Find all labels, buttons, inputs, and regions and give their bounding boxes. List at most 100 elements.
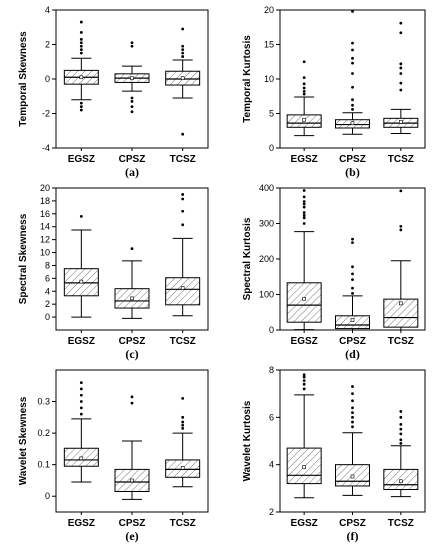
outlier-point bbox=[302, 222, 306, 225]
outlier-point bbox=[351, 241, 354, 245]
outlier-point bbox=[181, 193, 185, 196]
outlier-point bbox=[351, 286, 354, 290]
y-tick-label: 20 bbox=[40, 183, 50, 193]
mean-marker bbox=[350, 121, 355, 125]
outlier-point bbox=[399, 410, 403, 413]
outlier-point bbox=[79, 31, 83, 34]
box-tcsz bbox=[165, 27, 201, 136]
outlier-point bbox=[302, 189, 306, 192]
outlier-point bbox=[399, 66, 403, 70]
outlier-point bbox=[130, 100, 134, 103]
mean-marker bbox=[180, 466, 185, 470]
mean-marker bbox=[79, 279, 84, 284]
panel-label: (d) bbox=[345, 347, 360, 361]
outlier-point bbox=[302, 92, 306, 96]
outlier-point bbox=[130, 247, 134, 251]
box-tcsz bbox=[383, 410, 419, 498]
y-axis-label: Temporal Skewness bbox=[18, 31, 29, 127]
outlier-point bbox=[351, 411, 354, 414]
outlier-point bbox=[181, 197, 185, 201]
outlier-point bbox=[79, 412, 83, 416]
outlier-point bbox=[79, 381, 83, 385]
y-tick-label: 10 bbox=[264, 74, 274, 84]
y-tick-label: -2 bbox=[42, 109, 50, 119]
outlier-point bbox=[399, 224, 403, 228]
outlier-point bbox=[181, 48, 185, 52]
outlier-point bbox=[351, 399, 354, 403]
panel-label: (c) bbox=[125, 347, 138, 361]
x-category-label: CPSZ bbox=[119, 518, 146, 529]
y-axis-label: Spectral Kurtosis bbox=[242, 217, 253, 300]
y-tick-label: 0 bbox=[45, 491, 50, 501]
y-tick-label: 5 bbox=[269, 109, 274, 119]
outlier-point bbox=[399, 415, 403, 419]
mean-marker bbox=[399, 301, 403, 306]
outlier-point bbox=[351, 278, 354, 281]
mean-marker bbox=[79, 456, 84, 461]
y-tick-label: 0 bbox=[45, 312, 50, 322]
outlier-point bbox=[399, 62, 403, 66]
y-tick-label: 6 bbox=[269, 412, 274, 422]
panel-label: (b) bbox=[345, 165, 360, 179]
outlier-point bbox=[399, 427, 403, 431]
outlier-point bbox=[399, 189, 403, 193]
outlier-point bbox=[130, 41, 134, 45]
outlier-point bbox=[302, 60, 306, 64]
outlier-point bbox=[79, 41, 83, 45]
mean-marker bbox=[302, 296, 306, 301]
mean-marker bbox=[180, 286, 185, 290]
y-tick-label: 2 bbox=[45, 299, 50, 309]
outlier-point bbox=[302, 387, 306, 391]
outlier-point bbox=[181, 415, 185, 419]
outlier-point bbox=[351, 265, 354, 269]
mean-marker bbox=[180, 76, 185, 80]
x-category-label: CPSZ bbox=[119, 154, 146, 165]
outlier-point bbox=[302, 200, 306, 203]
outlier-point bbox=[399, 228, 403, 232]
x-category-label: EGSZ bbox=[68, 518, 95, 529]
outlier-point bbox=[302, 213, 306, 217]
outlier-point bbox=[181, 423, 185, 427]
x-category-label: EGSZ bbox=[68, 154, 95, 165]
outlier-point bbox=[181, 44, 185, 48]
outlier-point bbox=[130, 401, 134, 405]
panel-label: (a) bbox=[125, 165, 139, 179]
mean-marker bbox=[399, 119, 403, 124]
panel-2: 0 2 4 6 8 10 12 14 16 18 20 Spectral Skewness EGSZ CP… bbox=[18, 183, 209, 361]
outlier-point bbox=[351, 98, 354, 102]
y-tick-label: 18 bbox=[40, 196, 50, 206]
outlier-point bbox=[79, 215, 83, 218]
outlier-point bbox=[79, 108, 83, 112]
outlier-point bbox=[79, 406, 83, 410]
outlier-point bbox=[399, 88, 403, 92]
panel-4: 0 0.1 0.2 0.3 Wavelet Skewness EGSZ CPSZ TCSZ (e… bbox=[18, 369, 209, 543]
box-cpsz bbox=[114, 247, 150, 319]
y-tick-label: 400 bbox=[259, 183, 274, 193]
outlier-point bbox=[79, 105, 83, 108]
box-tcsz bbox=[165, 193, 201, 317]
outlier-point bbox=[302, 205, 306, 209]
outlier-point bbox=[351, 61, 354, 65]
box-cpsz bbox=[114, 395, 150, 500]
outlier-point bbox=[302, 202, 306, 206]
y-tick-label: 8 bbox=[45, 260, 50, 270]
x-category-label: CPSZ bbox=[339, 336, 366, 347]
mean-marker bbox=[130, 76, 134, 80]
outlier-point bbox=[181, 51, 185, 55]
outlier-point bbox=[351, 72, 354, 75]
x-category-label: TCSZ bbox=[388, 154, 414, 165]
mean-marker bbox=[302, 117, 306, 122]
x-category-label: TCSZ bbox=[170, 336, 196, 347]
outlier-point bbox=[79, 400, 83, 403]
box-egsz bbox=[286, 189, 322, 331]
iqr-box bbox=[165, 277, 201, 306]
box-egsz bbox=[63, 381, 99, 483]
x-category-label: EGSZ bbox=[291, 336, 318, 347]
y-tick-label: 2 bbox=[269, 507, 274, 517]
y-tick-label: 4 bbox=[269, 460, 274, 470]
y-tick-label: 0.2 bbox=[37, 428, 50, 438]
y-axis-label: Spectral Skewness bbox=[18, 213, 29, 304]
outlier-point bbox=[302, 86, 306, 90]
outlier-point bbox=[302, 195, 306, 199]
